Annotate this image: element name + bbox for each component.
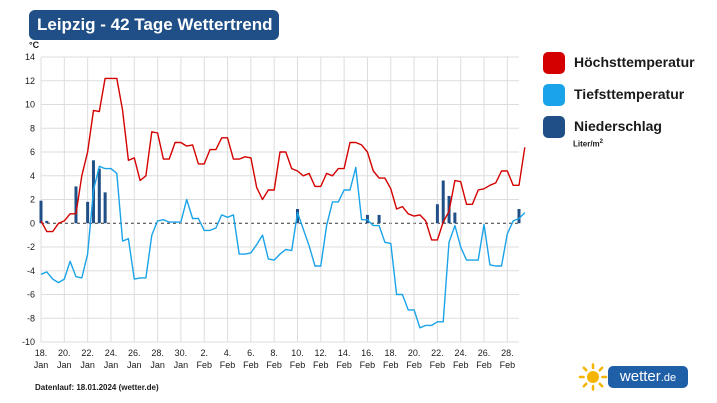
- y-tick-label: -8: [27, 313, 35, 323]
- x-tick-day: 6.: [247, 348, 255, 358]
- x-tick-month: Feb: [500, 360, 516, 370]
- x-tick-day: 14.: [338, 348, 351, 358]
- legend-swatch-blue: [543, 84, 565, 106]
- x-tick-month: Feb: [196, 360, 212, 370]
- x-tick-month: Feb: [476, 360, 492, 370]
- precip-bar: [517, 209, 521, 224]
- y-tick-label: 2: [30, 195, 35, 205]
- x-tick-month: Feb: [220, 360, 236, 370]
- precip-bar: [441, 180, 445, 224]
- brand-wordmark: wetter.de: [608, 366, 688, 388]
- max-temp-line: [40, 77, 526, 241]
- sun-icon: [578, 363, 608, 391]
- x-tick-month: Feb: [406, 360, 422, 370]
- data-run-footer: Datenlauf: 18.01.2024 (wetter.de): [35, 383, 159, 392]
- legend-label: Tiefsttemperatur: [574, 86, 685, 102]
- x-tick-day: 20.: [408, 348, 421, 358]
- x-tick-day: 12.: [315, 348, 328, 358]
- x-tick-month: Feb: [266, 360, 282, 370]
- legend-label: Niederschlag: [574, 118, 662, 134]
- precip-bar: [97, 168, 101, 224]
- x-tick-day: 26.: [128, 348, 141, 358]
- min-temp-line: [40, 165, 526, 329]
- x-tick-day: 20.: [58, 348, 71, 358]
- x-tick-day: 24.: [454, 348, 467, 358]
- precip-bar: [45, 220, 49, 224]
- legend-swatch-red: [543, 52, 565, 74]
- y-axis-unit: °C: [29, 40, 40, 50]
- y-tick-label: 6: [30, 147, 35, 157]
- y-axis-ticks: -10 -8 -6 -4 -2 0 2 4 6 8 10 12 14: [22, 52, 35, 347]
- y-tick-label: -6: [27, 290, 35, 300]
- x-tick-month: Jan: [57, 360, 72, 370]
- x-tick-day: 24.: [105, 348, 118, 358]
- grid: [40, 56, 519, 343]
- x-tick-month: Jan: [150, 360, 165, 370]
- x-tick-month: Jan: [104, 360, 119, 370]
- x-tick-month: Feb: [383, 360, 399, 370]
- precip-bar: [39, 200, 43, 224]
- x-tick-month: Feb: [453, 360, 469, 370]
- x-tick-day: 2.: [200, 348, 208, 358]
- x-tick-day: 22.: [81, 348, 94, 358]
- y-tick-label: 4: [30, 171, 35, 181]
- temperature-lines: [40, 77, 526, 329]
- x-tick-day: 30.: [175, 348, 188, 358]
- x-tick-month: Feb: [243, 360, 259, 370]
- x-tick-day: 18.: [35, 348, 48, 358]
- precip-bar: [86, 201, 90, 224]
- brand-logo: wetter.de: [578, 363, 690, 391]
- precip-unit-label: Liter/m2: [573, 139, 604, 149]
- x-tick-day: 22.: [431, 348, 444, 358]
- x-tick-month: Feb: [360, 360, 376, 370]
- y-tick-label: -10: [22, 337, 35, 347]
- x-tick-month: Jan: [34, 360, 49, 370]
- x-tick-day: 4.: [224, 348, 232, 358]
- x-tick-day: 10.: [291, 348, 304, 358]
- precip-bar: [103, 192, 107, 224]
- legend-label: Höchsttemperatur: [574, 54, 695, 70]
- x-tick-day: 28.: [501, 348, 514, 358]
- y-tick-label: 10: [25, 100, 35, 110]
- precip-bar: [453, 212, 457, 224]
- y-tick-label: 0: [30, 218, 35, 228]
- x-tick-day: 18.: [384, 348, 397, 358]
- x-tick-day: 16.: [361, 348, 374, 358]
- precip-bar: [377, 214, 381, 224]
- precip-bar: [74, 186, 78, 224]
- x-tick-month: Jan: [80, 360, 95, 370]
- y-tick-label: 12: [25, 76, 35, 86]
- x-tick-month: Feb: [313, 360, 329, 370]
- precip-bar: [435, 204, 439, 224]
- x-tick-month: Feb: [336, 360, 352, 370]
- x-tick-day: 26.: [478, 348, 491, 358]
- x-tick-month: Jan: [174, 360, 189, 370]
- y-tick-label: 14: [25, 52, 35, 62]
- y-tick-label: 8: [30, 123, 35, 133]
- x-tick-month: Jan: [127, 360, 142, 370]
- x-axis-ticks: 18. Jan 20. Jan 22. Jan 24. Jan 26. Jan 28. Jan 30. J…: [34, 348, 515, 370]
- x-tick-month: Feb: [290, 360, 306, 370]
- y-tick-label: -2: [27, 242, 35, 252]
- x-tick-day: 28.: [151, 348, 164, 358]
- x-tick-month: Feb: [430, 360, 446, 370]
- chart-title: Leipzig - 42 Tage Wettertrend: [29, 10, 279, 40]
- legend-swatch-navy: [543, 116, 565, 138]
- y-tick-label: -4: [27, 266, 35, 276]
- x-tick-day: 8.: [270, 348, 278, 358]
